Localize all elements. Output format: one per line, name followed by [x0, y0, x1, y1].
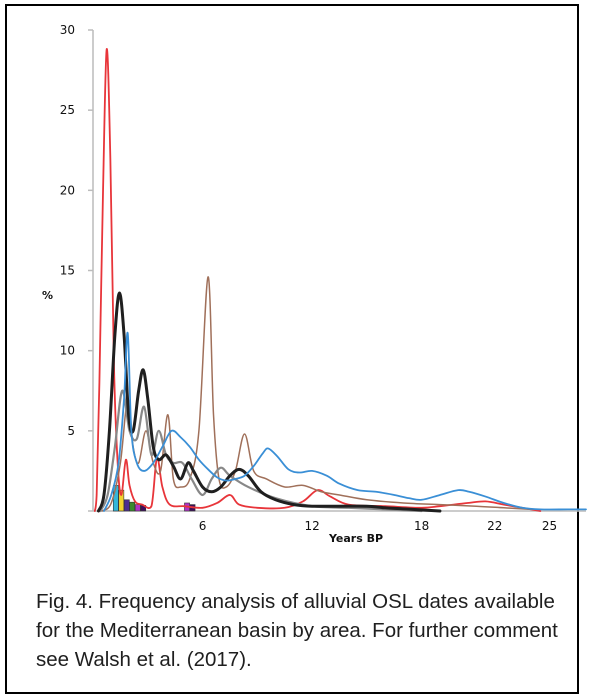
y-tick-label: 5	[67, 424, 75, 438]
histogram-bar	[129, 501, 136, 512]
osl-frequency-chart: 5 10 15 20 25 30 6 12 18 22 25 % Years BP	[42, 23, 587, 545]
histogram-bar	[118, 489, 125, 512]
histogram-bar	[123, 499, 130, 512]
y-axis-label: %	[42, 289, 53, 302]
y-tick-label: 15	[60, 264, 75, 278]
x-ticks: 6 12 18 22 25	[199, 519, 557, 533]
y-ticks: 5 10 15 20 25 30	[60, 23, 93, 512]
series-lines	[93, 48, 587, 513]
x-tick-label: 12	[304, 519, 319, 533]
x-tick-label: 18	[414, 519, 429, 533]
x-tick-label: 6	[199, 519, 207, 533]
figure-caption: Fig. 4. Frequency analysis of alluvial O…	[36, 590, 558, 671]
series-line	[93, 48, 542, 512]
y-tick-label: 10	[60, 344, 75, 358]
x-axis-label: Years BP	[328, 532, 383, 545]
series-line	[103, 332, 587, 512]
x-tick-label: 25	[542, 519, 557, 533]
series-line	[101, 276, 532, 512]
y-tick-label: 30	[60, 23, 75, 37]
series-line	[96, 291, 442, 513]
y-tick-label: 25	[60, 103, 75, 117]
series-line	[99, 389, 423, 513]
y-tick-label: 20	[60, 183, 75, 197]
histogram-bar	[134, 504, 141, 512]
x-tick-label: 22	[487, 519, 502, 533]
